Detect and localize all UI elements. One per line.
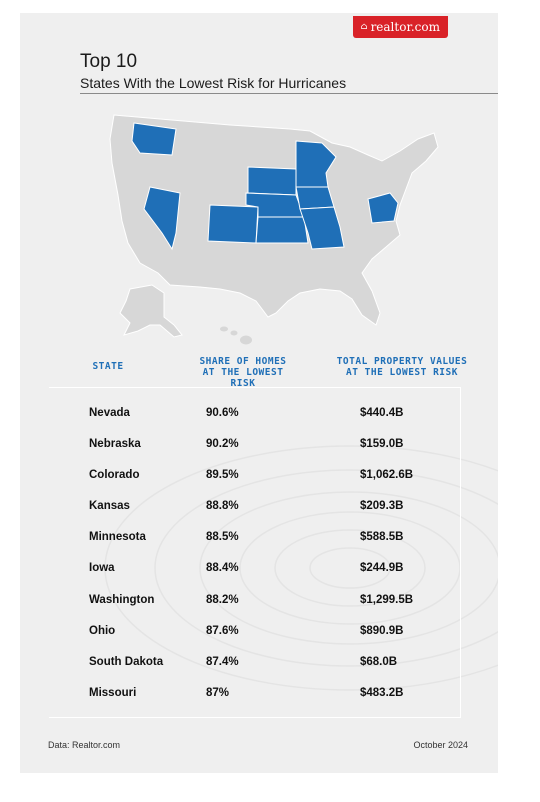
header-share-line1: SHARE OF HOMES: [199, 356, 287, 367]
row-value: $588.5B: [360, 531, 404, 543]
row-share: 90.2%: [206, 438, 239, 450]
logo-text: realtor.com: [370, 20, 440, 34]
table-row: Nebraska 90.2% $159.0B: [20, 438, 498, 458]
hawaii: [220, 326, 252, 345]
row-value: $209.3B: [360, 500, 404, 512]
row-value: $1,299.5B: [360, 594, 414, 606]
row-state: Iowa: [89, 562, 115, 574]
table-row: Ohio 87.6% $890.9B: [20, 625, 498, 645]
state-kansas: [255, 216, 309, 244]
row-share: 88.2%: [206, 594, 239, 606]
table-row: Iowa 88.4% $244.9B: [20, 562, 498, 582]
highlighted-states: [131, 122, 399, 251]
state-south-dakota: [247, 166, 297, 196]
realtor-logo: ⌂ realtor.com: [352, 16, 448, 38]
row-state: Colorado: [89, 469, 140, 481]
row-share: 87.6%: [206, 625, 239, 637]
row-share: 88.8%: [206, 500, 239, 512]
row-share: 87.4%: [206, 656, 239, 668]
title-main: Top 10: [80, 51, 138, 72]
row-share: 89.5%: [206, 469, 239, 481]
title-sub: States With the Lowest Risk for Hurrican…: [80, 75, 347, 91]
header-total-line2: AT THE LOWEST RISK: [346, 367, 458, 378]
row-value: $68.0B: [360, 656, 398, 668]
house-icon: ⌂: [360, 21, 368, 32]
state-ohio: [367, 192, 399, 224]
table-row: Missouri 87% $483.2B: [20, 687, 498, 707]
alaska: [119, 284, 183, 338]
us-map: [109, 114, 439, 345]
row-state: Nevada: [89, 407, 130, 419]
row-state: Missouri: [89, 687, 137, 699]
row-value: $483.2B: [360, 687, 404, 699]
table-border-right: [460, 387, 461, 717]
row-state: Minnesota: [89, 531, 146, 543]
title-divider: [80, 93, 498, 94]
row-share: 88.4%: [206, 562, 239, 574]
state-washington: [131, 122, 177, 156]
table-row: South Dakota 87.4% $68.0B: [20, 656, 498, 676]
table-row: Colorado 89.5% $1,062.6B: [20, 469, 498, 489]
header-share: SHARE OF HOMES AT THE LOWEST RISK: [188, 356, 298, 389]
row-value: $890.9B: [360, 625, 404, 637]
header-share-line2: AT THE LOWEST RISK: [202, 367, 284, 389]
row-share: 88.5%: [206, 531, 239, 543]
state-missouri: [299, 206, 345, 250]
row-value: $159.0B: [360, 438, 404, 450]
row-value: $1,062.6B: [360, 469, 414, 481]
row-share: 90.6%: [206, 407, 239, 419]
row-state: Nebraska: [89, 438, 141, 450]
table-row: Washington 88.2% $1,299.5B: [20, 594, 498, 614]
footer-date: October 2024: [413, 740, 468, 750]
row-state: Washington: [89, 594, 155, 606]
row-value: $440.4B: [360, 407, 404, 419]
row-state: South Dakota: [89, 656, 164, 668]
header-total: TOTAL PROPERTY VALUES AT THE LOWEST RISK: [332, 356, 472, 378]
state-nevada: [143, 186, 181, 251]
table-border-bottom: [49, 717, 461, 718]
row-state: Ohio: [89, 625, 116, 637]
state-iowa: [295, 186, 335, 210]
header-total-line1: TOTAL PROPERTY VALUES: [336, 356, 468, 367]
infographic-card: ⌂ realtor.com Top 10 States With the Low…: [20, 13, 498, 773]
state-colorado: [207, 204, 259, 244]
table-row: Kansas 88.8% $209.3B: [20, 500, 498, 520]
footer-source: Data: Realtor.com: [48, 740, 121, 750]
table-row: Minnesota 88.5% $588.5B: [20, 531, 498, 551]
table-border-top: [49, 387, 461, 388]
row-share: 87%: [206, 687, 230, 699]
header-state: STATE: [92, 361, 124, 372]
row-value: $244.9B: [360, 562, 404, 574]
table-row: Nevada 90.6% $440.4B: [20, 407, 498, 427]
row-state: Kansas: [89, 500, 130, 512]
